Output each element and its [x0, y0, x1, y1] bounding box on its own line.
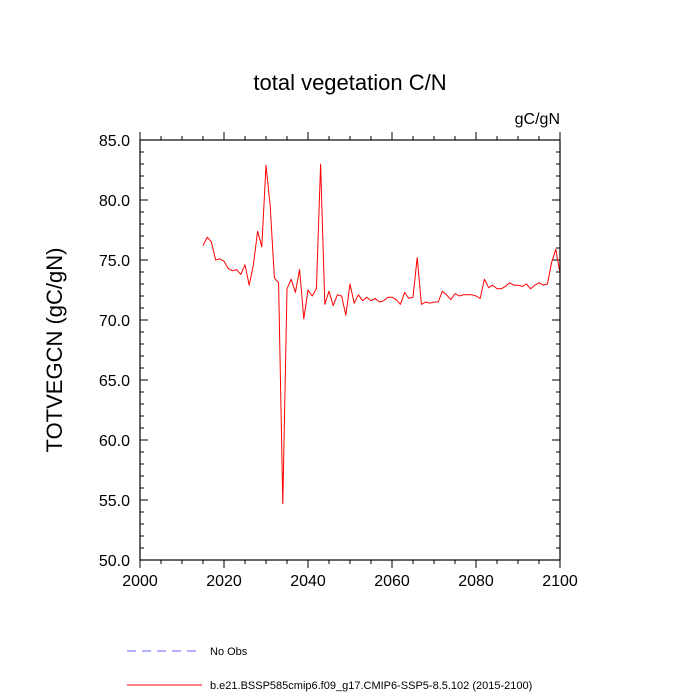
- chart-title: total vegetation C/N: [253, 70, 446, 95]
- y-tick-label: 50.0: [99, 553, 130, 570]
- y-tick-label: 60.0: [99, 433, 130, 450]
- y-axis-label: TOTVEGCN (gC/gN): [42, 248, 67, 453]
- units-label: gC/gN: [515, 111, 560, 128]
- legend-label: b.e21.BSSP585cmip6.f09_g17.CMIP6-SSP5-8.…: [210, 680, 532, 692]
- x-tick-label: 2080: [458, 573, 494, 590]
- axis-ticks: [139, 132, 561, 568]
- x-tick-label: 2100: [542, 573, 578, 590]
- x-tick-labels: 2000 2020 2040 2060 2080 2100: [122, 573, 578, 590]
- y-tick-label: 65.0: [99, 373, 130, 390]
- x-tick-label: 2040: [290, 573, 326, 590]
- x-tick-label: 2000: [122, 573, 158, 590]
- series-line: [202, 163, 561, 505]
- legend-label: No Obs: [210, 646, 248, 658]
- legend: No Obs b.e21.BSSP585cmip6.f09_g17.CMIP6-S…: [127, 646, 532, 692]
- series-layer: [202, 163, 561, 505]
- x-tick-label: 2060: [374, 573, 410, 590]
- y-tick-labels: 50.0 55.0 60.0 65.0 70.0 75.0 80.0 85.0: [99, 133, 130, 570]
- y-tick-label: 70.0: [99, 313, 130, 330]
- x-tick-label: 2020: [206, 573, 242, 590]
- y-tick-label: 75.0: [99, 253, 130, 270]
- y-tick-label: 85.0: [99, 133, 130, 150]
- y-tick-label: 55.0: [99, 493, 130, 510]
- plot-frame: [139, 139, 561, 561]
- y-tick-label: 80.0: [99, 193, 130, 210]
